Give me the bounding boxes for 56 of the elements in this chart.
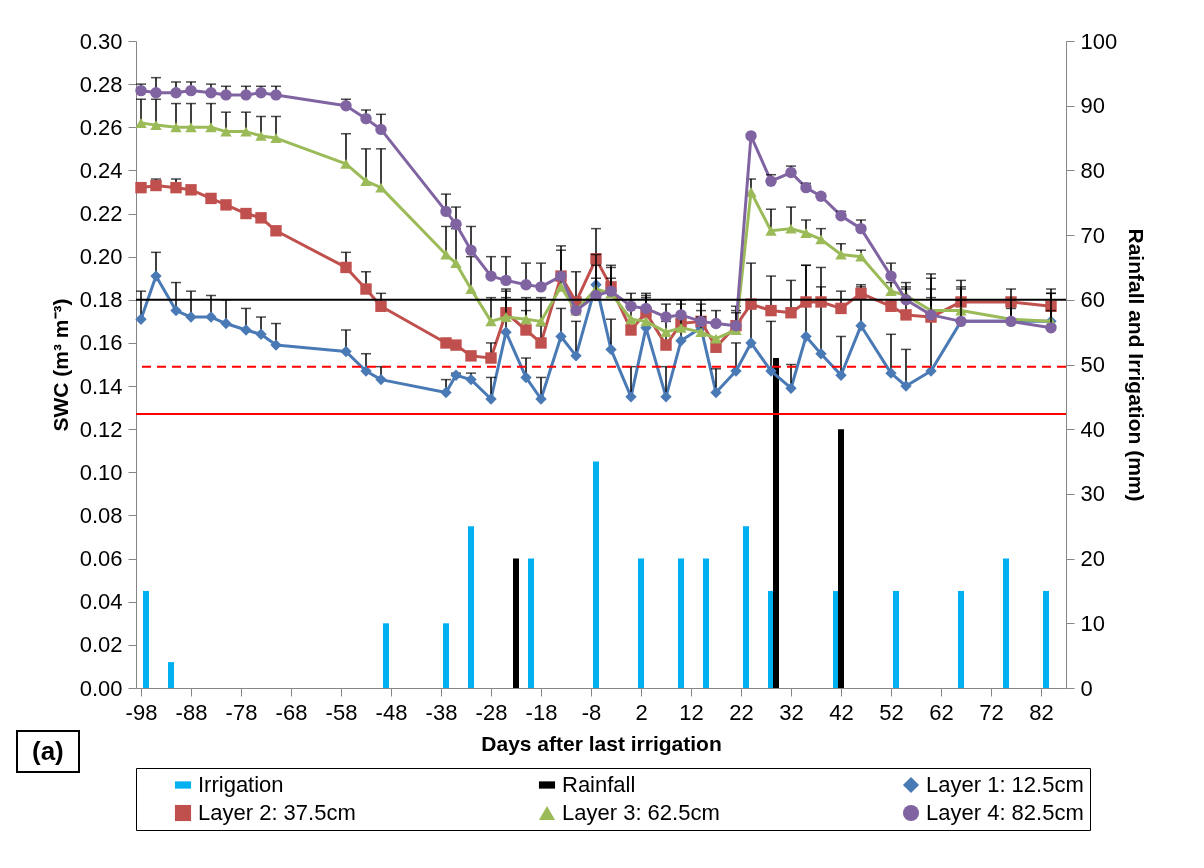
x-tick-label: -78 (225, 699, 258, 725)
x-tick-label: -88 (175, 699, 208, 725)
y-tick-label: 0.30 (79, 28, 123, 54)
y2-tick-label: 50 (1080, 352, 1105, 377)
x-tick-label: 42 (829, 699, 854, 725)
x-tick-label: 12 (679, 699, 704, 725)
y-tick-label: 0.26 (79, 114, 123, 140)
legend-label: Layer 2: 37.5cm (198, 800, 356, 825)
x-tick-label: -18 (525, 699, 558, 725)
y-tick-label: 0.10 (79, 459, 123, 485)
y2-tick-label: 20 (1080, 546, 1105, 572)
x-axis-title: Days after last irrigation (481, 731, 722, 755)
y2-tick-label: 30 (1080, 481, 1105, 507)
y2-tick-label: 80 (1080, 157, 1105, 183)
x-tick-label: 2 (635, 699, 648, 725)
y2-tick-label: 90 (1080, 93, 1105, 119)
x-tick-label: 52 (879, 699, 904, 725)
y-tick-label: 0.28 (79, 71, 123, 97)
x-tick-label: 32 (779, 699, 804, 725)
x-tick-label: -8 (581, 699, 602, 725)
y-tick-label: 0.20 (79, 244, 123, 270)
x-tick-label: 62 (929, 699, 954, 725)
x-tick-label: -68 (275, 699, 308, 725)
x-tick-label: -38 (425, 699, 458, 725)
legend-label: Layer 1: 12.5cm (926, 772, 1084, 797)
y2-tick-label: 70 (1080, 222, 1105, 248)
y-tick-label: 0.04 (79, 589, 123, 615)
x-tick-label: 82 (1029, 699, 1054, 725)
y-tick-label: 0.14 (79, 373, 123, 399)
x-tick-label: -48 (375, 699, 408, 725)
y-tick-label: 0.06 (79, 546, 123, 572)
y2-tick-label: 100 (1080, 28, 1118, 54)
y2-axis-title: Rainfall and Irrigation (mm) (1125, 228, 1149, 502)
y2-tick-label: 10 (1080, 610, 1105, 636)
y2-tick-label: 0 (1080, 675, 1093, 701)
y-tick-label: 0.24 (79, 157, 123, 183)
legend-label: Layer 3: 62.5cm (562, 800, 720, 825)
y-tick-label: 0.12 (79, 416, 123, 442)
legend-label: Layer 4: 82.5cm (926, 800, 1084, 825)
text: (a) (16, 730, 80, 773)
y-tick-label: 0.08 (79, 502, 123, 528)
x-tick-label: -28 (475, 699, 508, 725)
y-tick-label: 0.16 (79, 330, 123, 356)
x-tick-label: 72 (979, 699, 1004, 725)
legend-label: Rainfall (562, 772, 636, 797)
y-tick-label: 0.00 (79, 675, 123, 701)
x-tick-label: -58 (325, 699, 358, 725)
x-tick-label: 22 (729, 699, 754, 725)
x-tick-label: -98 (125, 699, 158, 725)
y-tick-label: 0.22 (79, 201, 123, 227)
y-tick-label: 0.18 (79, 287, 123, 313)
y-axis-title: SWC (m³ m⁻³) (48, 298, 72, 432)
y2-tick-label: 60 (1080, 287, 1105, 313)
legend-label: Irrigation (198, 772, 284, 797)
y2-tick-label: 40 (1080, 416, 1105, 442)
y-tick-label: 0.02 (79, 632, 123, 658)
